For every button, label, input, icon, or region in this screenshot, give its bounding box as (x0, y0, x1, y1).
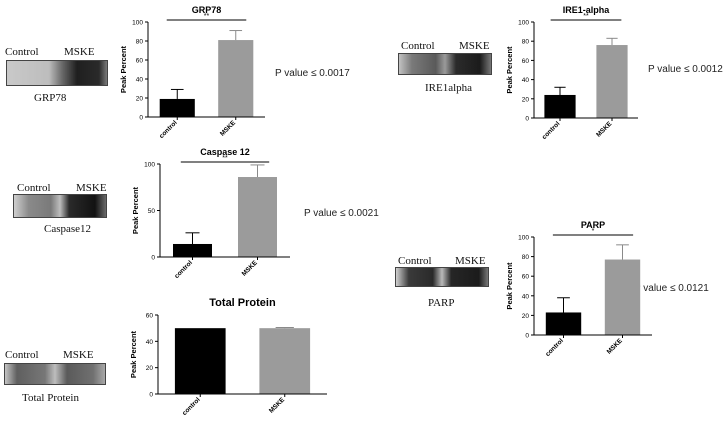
y-tick-label: 80 (522, 254, 530, 261)
blot-image (398, 53, 492, 75)
significance-label: ** (222, 155, 228, 162)
y-axis-label: Peak Percent (505, 262, 514, 310)
pvalue-caspase12: P value ≤ 0.0021 (304, 208, 379, 219)
blot-label-mske: MSKE (459, 40, 490, 52)
y-tick-label: 40 (522, 77, 530, 84)
blot-label-control: Control (5, 46, 39, 58)
chart-title: Caspase 12 (200, 147, 250, 157)
y-tick-label: 40 (136, 77, 144, 84)
y-tick-label: 20 (136, 96, 144, 103)
y-tick-label: 60 (136, 58, 144, 65)
bar-control (544, 94, 576, 118)
blot-name: Caspase12 (44, 223, 92, 235)
y-axis-label: Peak Percent (119, 45, 128, 93)
y-tick-label: 100 (518, 20, 529, 27)
y-tick-label: 20 (522, 96, 530, 103)
y-axis-label: Peak Percent (505, 46, 514, 94)
chart-title: Total Protein (209, 297, 276, 309)
bar-mske (218, 40, 254, 117)
blot-label-mske: MSKE (455, 255, 486, 267)
blot-label-mske: MSKE (63, 349, 94, 361)
y-axis-label: Peak Percent (129, 330, 138, 378)
significance-label: ** (583, 13, 589, 20)
significance-label: * (592, 228, 595, 235)
y-tick-label: 0 (151, 255, 155, 262)
blot-image (6, 60, 108, 86)
pvalue-parp: P value ≤ 0.0121 (634, 283, 709, 294)
chart-title: GRP78 (192, 5, 222, 15)
y-tick-label: 40 (522, 293, 530, 300)
y-tick-label: 0 (149, 392, 153, 399)
pvalue-grp78: P value ≤ 0.0017 (275, 68, 350, 79)
y-tick-label: 80 (136, 39, 144, 46)
blot-image (395, 267, 489, 287)
x-tick-label: MSKE (268, 396, 287, 415)
y-tick-label: 60 (522, 274, 530, 281)
y-tick-label: 100 (144, 162, 155, 169)
bar-control (545, 312, 582, 335)
bar-control (159, 98, 195, 117)
blot-image (13, 194, 107, 218)
chart-title: PARP (581, 220, 605, 230)
y-tick-label: 60 (146, 313, 154, 320)
y-tick-label: 60 (522, 58, 530, 65)
blot-image (4, 363, 106, 385)
bar-control (174, 328, 226, 394)
y-tick-label: 50 (148, 208, 156, 215)
y-tick-label: 0 (525, 333, 529, 340)
y-axis-label: Peak Percent (131, 186, 140, 234)
y-tick-label: 100 (518, 235, 529, 242)
y-tick-label: 100 (132, 20, 143, 27)
blot-name: GRP78 (34, 92, 67, 104)
x-tick-label: control (181, 396, 202, 417)
y-tick-label: 40 (146, 339, 154, 346)
y-tick-label: 0 (525, 116, 529, 123)
blot-label-control: Control (401, 40, 435, 52)
y-tick-label: 20 (522, 313, 530, 320)
blot-label-control: Control (17, 182, 51, 194)
blot-name: PARP (428, 297, 455, 309)
bar-mske (596, 45, 628, 118)
blot-label-mske: MSKE (76, 182, 107, 194)
blot-label-control: Control (398, 255, 432, 267)
y-tick-label: 20 (146, 365, 154, 372)
pvalue-ire1alpha: P value ≤ 0.0012 (648, 64, 723, 75)
significance-label: ** (204, 13, 210, 20)
y-tick-label: 80 (522, 39, 530, 46)
blot-name: Total Protein (22, 392, 79, 404)
y-tick-label: 0 (139, 115, 143, 122)
bar-control (173, 243, 212, 257)
blot-label-mske: MSKE (64, 46, 95, 58)
bar-mske (238, 177, 277, 257)
blot-name: IRE1alpha (425, 82, 473, 94)
bar-mske (259, 328, 311, 394)
blot-label-control: Control (5, 349, 39, 361)
bar-mske (604, 259, 641, 335)
chart-title: IRE1-alpha (563, 5, 611, 15)
